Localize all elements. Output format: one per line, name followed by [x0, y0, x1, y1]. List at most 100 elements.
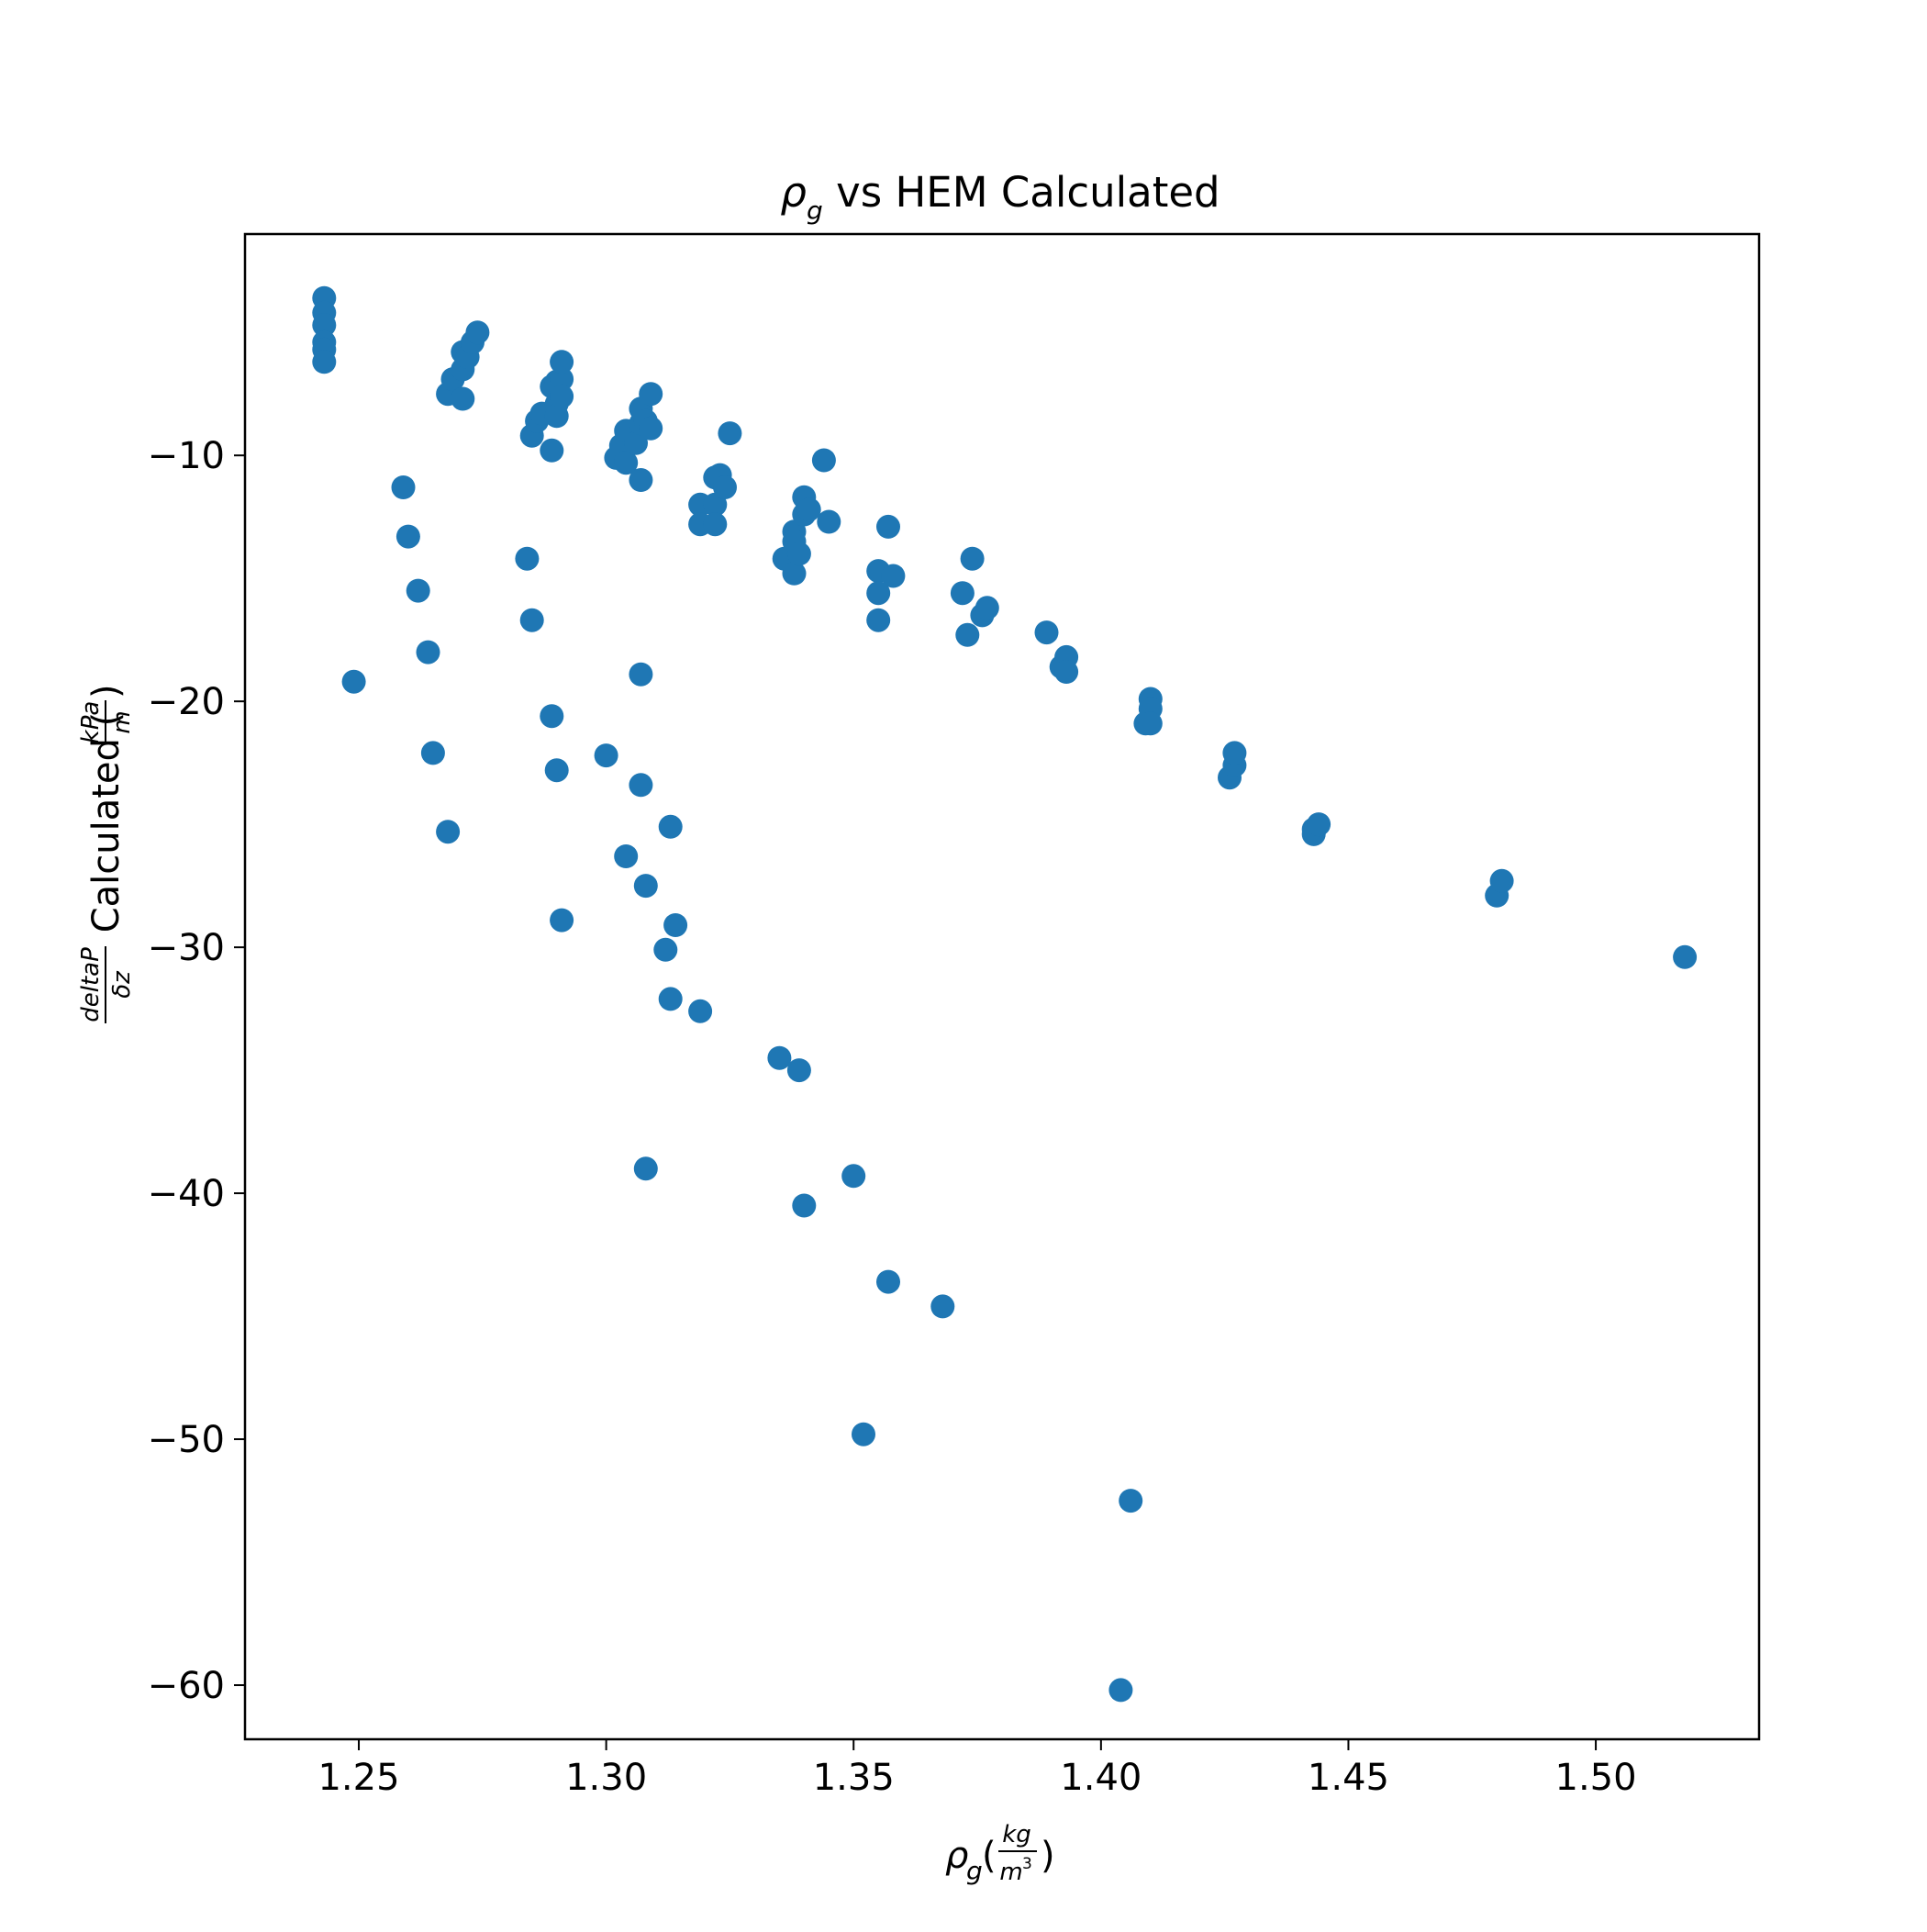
xlabel-unit-numerator: kg [1002, 1821, 1031, 1848]
data-point [312, 350, 337, 374]
data-point [515, 546, 540, 571]
axis-ticks: 1.25 1.30 1.35 1.40 1.45 1.50 −10 −20 −30 −40 −50 −… [148, 435, 1637, 1799]
data-point [1108, 1678, 1133, 1703]
data-point [658, 987, 683, 1011]
data-point [629, 773, 653, 798]
data-point [420, 741, 445, 765]
data-point [391, 475, 416, 499]
data-point [406, 578, 430, 603]
chart-title: ρg vs HEM Calculated [780, 168, 1220, 226]
data-point [767, 1045, 792, 1070]
y-tick-label: −60 [148, 1665, 225, 1707]
data-point [786, 1058, 811, 1083]
title-text: vs HEM Calculated [823, 168, 1220, 217]
xlabel-open-paren: ( [982, 1835, 997, 1877]
data-point [658, 814, 683, 839]
data-point [653, 937, 678, 962]
data-point [633, 874, 658, 899]
data-point [950, 581, 975, 606]
data-point [866, 608, 891, 632]
data-point [866, 581, 891, 606]
x-tick-label: 1.25 [317, 1757, 399, 1799]
x-tick-label: 1.50 [1555, 1757, 1637, 1799]
data-point [975, 596, 999, 620]
data-point [930, 1294, 955, 1319]
data-point [550, 384, 574, 408]
x-tick-label: 1.35 [813, 1757, 895, 1799]
data-point [792, 1193, 817, 1218]
data-point [786, 542, 811, 566]
data-point [594, 743, 618, 768]
data-point [624, 430, 648, 455]
data-point [629, 468, 653, 492]
data-point [544, 758, 569, 783]
y-tick-label: −20 [148, 681, 225, 723]
data-point [713, 475, 737, 499]
data-point [312, 313, 337, 338]
ylabel-unit-denominator: m [108, 710, 136, 733]
data-point [614, 844, 639, 868]
data-point [663, 913, 688, 937]
y-axis-label: deltaP δz Calculated ( kPa m ) [77, 684, 136, 1023]
data-point [876, 514, 900, 539]
xlabel-unit-exponent: 3 [1022, 1855, 1032, 1873]
title-subscript: g [807, 195, 823, 226]
ylabel-unit-numerator: kPa [77, 701, 105, 744]
data-point [1307, 812, 1331, 837]
y-tick-label: −40 [148, 1173, 225, 1215]
data-point [633, 1156, 658, 1181]
data-point [436, 820, 461, 844]
data-point [852, 1422, 875, 1446]
data-point [1054, 660, 1079, 684]
data-point [841, 1164, 866, 1189]
data-point [718, 421, 742, 446]
data-point [1034, 620, 1059, 645]
data-point [341, 669, 366, 694]
ylabel-close-paren: ) [85, 684, 128, 698]
data-point [1489, 868, 1514, 893]
data-point [881, 564, 906, 588]
data-point [416, 640, 440, 664]
data-point [614, 451, 639, 475]
xlabel-subscript: g [966, 1856, 983, 1886]
data-point [960, 546, 985, 571]
data-point [451, 386, 475, 411]
data-point [1138, 711, 1163, 736]
data-point [629, 662, 653, 687]
xlabel-close-paren: ) [1041, 1835, 1055, 1877]
ylabel-denominator: δz [108, 970, 136, 999]
data-point [876, 1269, 900, 1294]
data-point [465, 320, 490, 345]
data-point [550, 367, 574, 392]
data-point [811, 448, 836, 473]
data-point [817, 509, 841, 534]
ylabel-numerator: deltaP [77, 947, 105, 1022]
data-point [796, 497, 821, 522]
data-point [540, 704, 564, 729]
data-point [688, 999, 713, 1023]
xlabel-unit-denominator: m [999, 1859, 1022, 1886]
data-point [519, 608, 544, 632]
data-point [395, 524, 420, 549]
data-point [639, 382, 663, 407]
data-point [955, 622, 980, 647]
data-points [312, 285, 1698, 1703]
y-tick-label: −30 [148, 927, 225, 969]
y-tick-label: −50 [148, 1419, 225, 1461]
data-point [703, 512, 728, 537]
data-point [1673, 944, 1698, 969]
data-point [1222, 741, 1247, 765]
y-tick-label: −10 [148, 435, 225, 477]
title-symbol: ρ [780, 168, 807, 217]
xlabel-symbol: ρ [945, 1835, 968, 1877]
x-tick-label: 1.40 [1060, 1757, 1142, 1799]
data-point [1119, 1489, 1143, 1513]
data-point [544, 404, 569, 429]
data-point [550, 350, 574, 374]
plot-frame [243, 232, 1761, 1741]
data-point [540, 438, 564, 463]
ylabel-text: Calculated ( [85, 712, 128, 944]
x-tick-label: 1.45 [1308, 1757, 1389, 1799]
